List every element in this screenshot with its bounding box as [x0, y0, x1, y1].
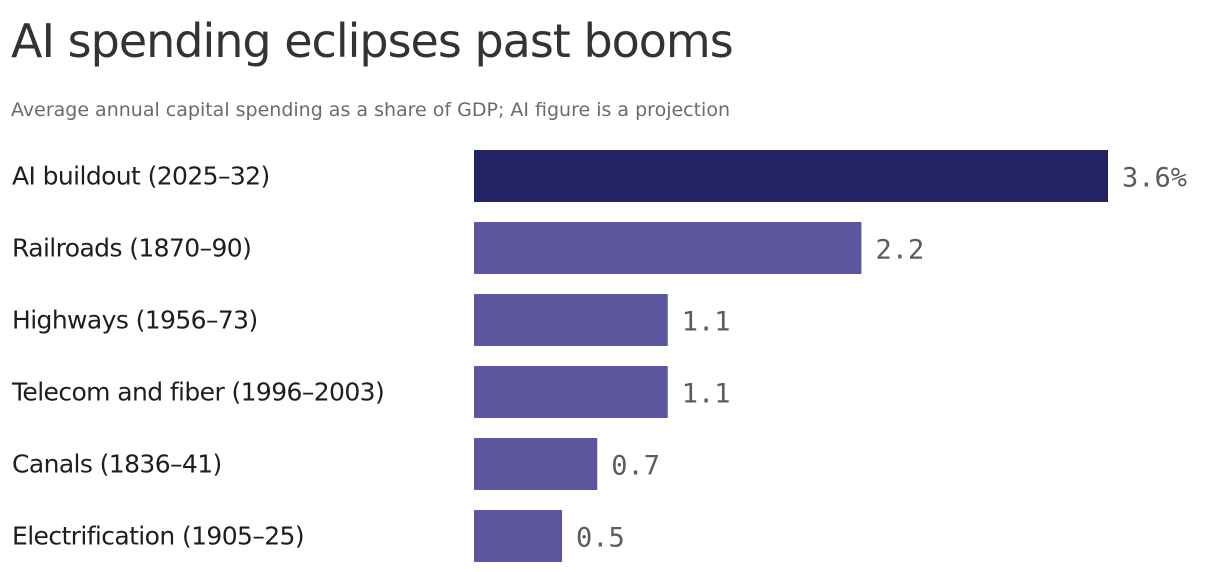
bar — [474, 510, 563, 562]
category-label: AI buildout (2025–32) — [12, 162, 270, 191]
bar — [474, 438, 598, 490]
value-label: 0.7 — [611, 451, 660, 482]
category-label: Highways (1956–73) — [12, 306, 258, 335]
category-label: Railroads (1870–90) — [12, 234, 251, 263]
category-label: Telecom and fiber (1996–2003) — [11, 378, 384, 407]
value-label: 3.6% — [1122, 163, 1187, 194]
bar — [474, 294, 668, 346]
chart-title: AI spending eclipses past booms — [11, 14, 734, 68]
bar — [474, 366, 668, 418]
category-label: Electrification (1905–25) — [12, 522, 304, 551]
category-label: Canals (1836–41) — [12, 450, 222, 479]
chart-subtitle: Average annual capital spending as a sha… — [11, 99, 731, 121]
bar — [474, 222, 862, 274]
value-label: 0.5 — [576, 523, 625, 554]
value-label: 1.1 — [682, 379, 731, 410]
value-label: 2.2 — [875, 235, 924, 266]
value-label: 1.1 — [682, 307, 731, 338]
bar — [474, 150, 1108, 202]
